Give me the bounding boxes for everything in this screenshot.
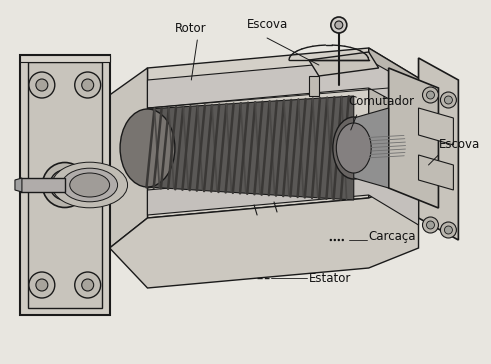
Polygon shape	[15, 178, 22, 192]
Polygon shape	[369, 48, 418, 198]
Text: Carcaça: Carcaça	[369, 230, 416, 243]
Circle shape	[444, 96, 452, 104]
Polygon shape	[309, 76, 319, 96]
Text: Comutador: Comutador	[349, 95, 415, 108]
Polygon shape	[20, 55, 109, 315]
Circle shape	[82, 79, 94, 91]
Ellipse shape	[336, 123, 371, 173]
Text: Escova: Escova	[438, 138, 480, 151]
Polygon shape	[147, 170, 418, 225]
Circle shape	[333, 239, 336, 241]
Ellipse shape	[50, 170, 80, 200]
Text: Rotor: Rotor	[174, 22, 206, 35]
Circle shape	[427, 221, 435, 229]
Polygon shape	[147, 96, 354, 200]
Ellipse shape	[56, 176, 74, 194]
Circle shape	[75, 272, 101, 298]
Circle shape	[423, 217, 438, 233]
Text: Escova: Escova	[247, 18, 288, 31]
Circle shape	[75, 72, 101, 98]
Circle shape	[36, 79, 48, 91]
Ellipse shape	[333, 117, 375, 179]
Ellipse shape	[120, 109, 175, 187]
Circle shape	[36, 279, 48, 291]
Polygon shape	[309, 52, 379, 76]
Polygon shape	[109, 178, 418, 288]
Circle shape	[440, 222, 457, 238]
Polygon shape	[109, 68, 147, 248]
Polygon shape	[389, 68, 438, 208]
Circle shape	[29, 272, 55, 298]
Circle shape	[335, 21, 343, 29]
Text: Estator: Estator	[309, 272, 351, 285]
Polygon shape	[30, 30, 459, 340]
Circle shape	[427, 91, 435, 99]
Ellipse shape	[52, 162, 128, 208]
Circle shape	[423, 87, 438, 103]
Polygon shape	[20, 55, 109, 62]
Circle shape	[29, 72, 55, 98]
Circle shape	[440, 92, 457, 108]
Circle shape	[82, 279, 94, 291]
Ellipse shape	[62, 168, 117, 202]
Circle shape	[444, 226, 452, 234]
Ellipse shape	[42, 162, 87, 207]
Polygon shape	[20, 178, 65, 192]
Circle shape	[331, 17, 347, 33]
Ellipse shape	[70, 173, 109, 197]
Polygon shape	[418, 58, 459, 240]
Circle shape	[338, 239, 340, 241]
Circle shape	[329, 239, 332, 241]
Circle shape	[342, 239, 344, 241]
Polygon shape	[418, 108, 453, 145]
Polygon shape	[28, 62, 102, 308]
Polygon shape	[418, 155, 453, 190]
Polygon shape	[147, 48, 418, 218]
Polygon shape	[147, 60, 418, 115]
Polygon shape	[354, 108, 389, 188]
